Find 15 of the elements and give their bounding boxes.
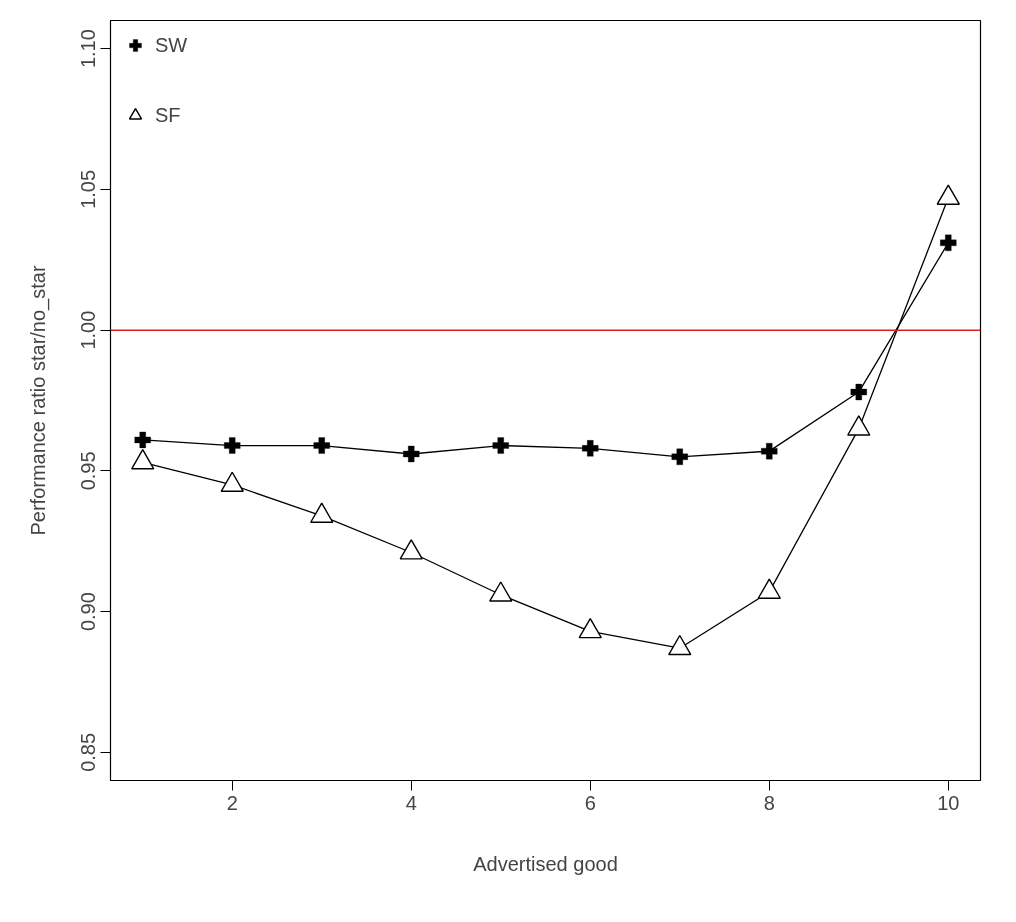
y-tick-label: 1.05 [77, 169, 100, 209]
y-tick-label: 1.00 [77, 310, 100, 350]
x-tick-label: 2 [226, 791, 238, 814]
y-tick-label: 0.85 [77, 732, 100, 772]
legend-label: SF [155, 103, 181, 127]
x-tick-label: 4 [405, 791, 417, 814]
y-axis-title: Performance ratio star/no_star [26, 265, 50, 536]
x-tick-label: 10 [937, 791, 960, 814]
legend-label: SW [155, 33, 188, 57]
x-tick-label: 6 [584, 791, 596, 814]
y-tick-label: 0.90 [77, 592, 100, 632]
y-tick-label: 0.95 [77, 451, 100, 491]
x-tick-label: 8 [763, 791, 775, 814]
x-axis-title: Advertised good [473, 852, 618, 875]
y-tick-label: 1.10 [77, 29, 100, 69]
